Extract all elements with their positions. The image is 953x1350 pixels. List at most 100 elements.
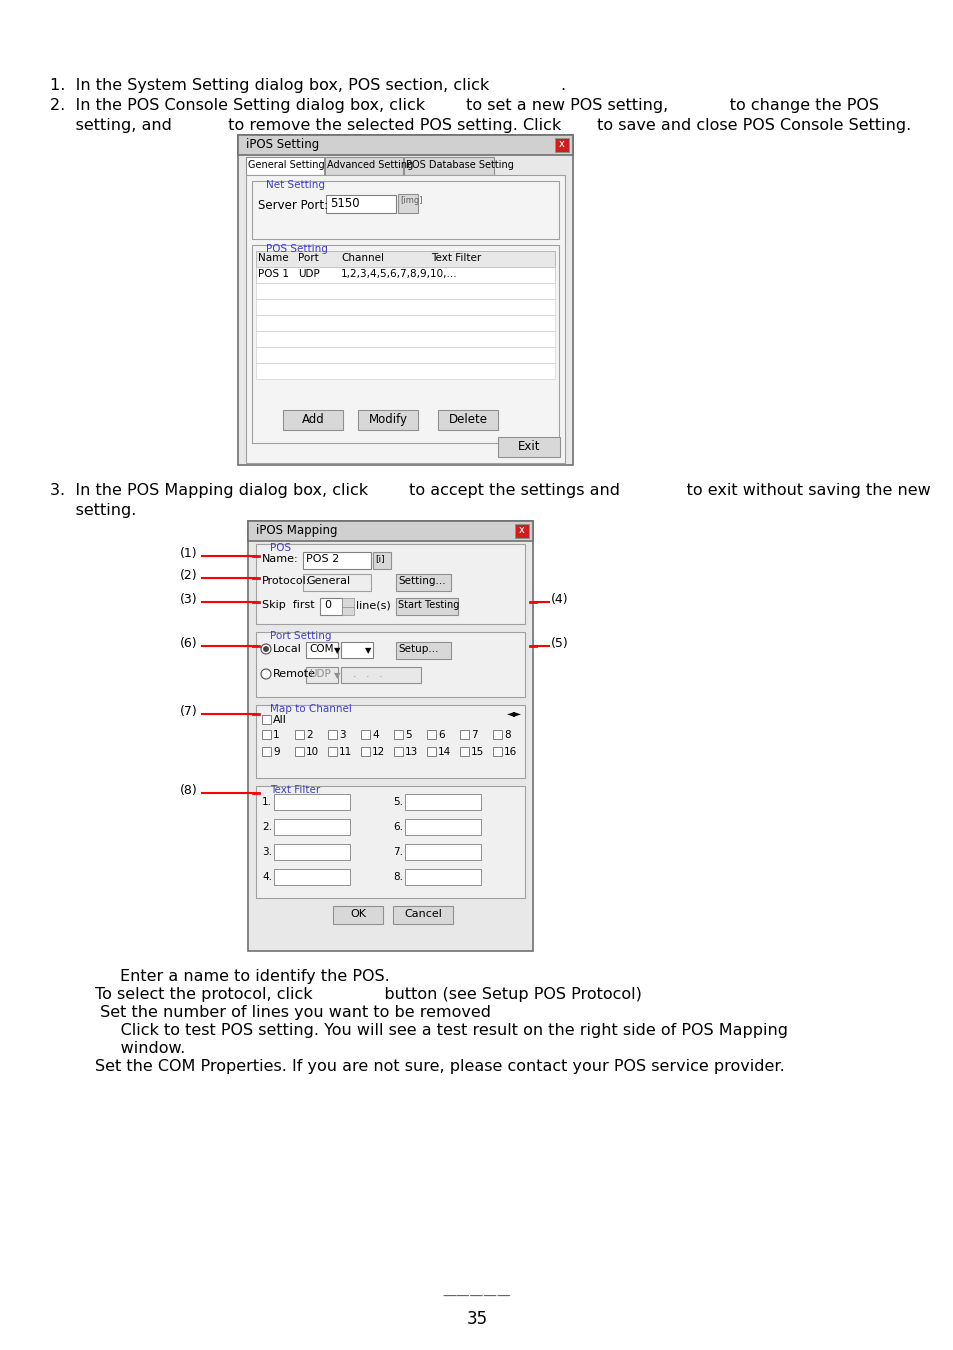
Bar	[373, 552, 391, 568]
Text: All: All	[273, 716, 287, 725]
Text: [img]: [img]	[399, 196, 422, 205]
Text: Map to Channel: Map to Channel	[270, 703, 352, 714]
Text: 8.: 8.	[393, 872, 402, 882]
Text: (7): (7)	[180, 705, 197, 718]
Text: COM: COM	[309, 644, 334, 653]
Text: 5150: 5150	[330, 197, 359, 211]
Text: (5): (5)	[551, 637, 568, 649]
Text: (6): (6)	[180, 637, 197, 649]
Text: 35: 35	[466, 1310, 487, 1328]
Text: Text Filter: Text Filter	[270, 784, 320, 795]
Bar	[395, 643, 451, 659]
Text: (2): (2)	[180, 568, 197, 582]
Bar	[237, 135, 573, 155]
Bar	[427, 747, 436, 756]
Bar	[255, 298, 555, 315]
Bar	[493, 747, 501, 756]
Bar	[403, 157, 494, 176]
Bar	[328, 730, 336, 738]
Bar	[255, 363, 555, 379]
Bar	[306, 667, 337, 683]
Bar	[325, 157, 402, 176]
Bar	[246, 176, 564, 463]
Bar	[255, 347, 555, 363]
Text: 1: 1	[273, 730, 279, 740]
Text: 2: 2	[306, 730, 313, 740]
Bar	[262, 747, 271, 756]
Bar	[357, 410, 417, 431]
Text: 5: 5	[405, 730, 411, 740]
Text: Text Filter: Text Filter	[431, 252, 480, 263]
Text: iPOS Setting: iPOS Setting	[246, 138, 319, 151]
Text: UDP: UDP	[297, 269, 319, 279]
Bar	[255, 267, 555, 284]
Bar	[255, 705, 524, 778]
Text: ▼: ▼	[365, 647, 371, 655]
Text: OK: OK	[350, 909, 366, 919]
Text: 13: 13	[405, 747, 417, 757]
Bar	[246, 157, 324, 176]
Bar	[274, 819, 350, 836]
Text: POS Database Setting: POS Database Setting	[406, 161, 514, 170]
Bar	[394, 747, 402, 756]
Bar	[303, 552, 371, 568]
Circle shape	[263, 647, 268, 652]
Bar	[255, 786, 524, 898]
Bar	[497, 437, 559, 458]
Bar	[427, 730, 436, 738]
Bar	[395, 598, 457, 616]
Bar	[237, 135, 573, 464]
Bar	[283, 410, 343, 431]
Bar	[326, 194, 395, 213]
Text: Setting...: Setting...	[397, 576, 445, 586]
Text: Server Port:: Server Port:	[257, 198, 328, 212]
Bar	[328, 747, 336, 756]
Text: 6: 6	[437, 730, 444, 740]
Text: 16: 16	[503, 747, 517, 757]
Text: 7: 7	[471, 730, 477, 740]
Bar	[248, 521, 533, 950]
Bar	[255, 284, 555, 298]
Text: 3.  In the POS Mapping dialog box, click        to accept the settings and      : 3. In the POS Mapping dialog box, click …	[50, 483, 930, 498]
Bar	[333, 906, 382, 923]
Bar	[459, 747, 469, 756]
Bar	[405, 869, 480, 886]
Text: POS 2: POS 2	[306, 554, 339, 564]
Bar	[303, 574, 371, 591]
Text: (4): (4)	[551, 593, 568, 606]
Bar	[405, 819, 480, 836]
Bar	[274, 844, 350, 860]
Text: Protocol:: Protocol:	[262, 576, 310, 586]
Text: 4.: 4.	[262, 872, 272, 882]
Text: 15: 15	[471, 747, 484, 757]
Text: Remote: Remote	[273, 670, 315, 679]
Text: Channel: Channel	[340, 252, 384, 263]
Bar	[555, 138, 568, 153]
Text: 14: 14	[437, 747, 451, 757]
Bar	[255, 315, 555, 331]
Bar	[255, 331, 555, 347]
Text: 11: 11	[338, 747, 352, 757]
Bar	[294, 747, 304, 756]
Text: Delete: Delete	[448, 413, 487, 427]
Text: —————: —————	[442, 1291, 511, 1304]
Bar	[294, 730, 304, 738]
Text: (1): (1)	[180, 547, 197, 560]
Text: Set the number of lines you want to be removed: Set the number of lines you want to be r…	[95, 1004, 491, 1021]
Text: (3): (3)	[180, 593, 197, 606]
Text: Name: Name	[257, 252, 289, 263]
Text: 0: 0	[324, 599, 331, 610]
Text: 1.  In the System Setting dialog box, POS section, click              .: 1. In the System Setting dialog box, POS…	[50, 78, 565, 93]
Text: 9: 9	[273, 747, 279, 757]
Text: 3: 3	[338, 730, 345, 740]
Text: (8): (8)	[180, 784, 197, 796]
Text: window.: window.	[95, 1041, 185, 1056]
Text: Exit: Exit	[517, 440, 539, 454]
Text: ▼: ▼	[334, 671, 340, 680]
Text: 8: 8	[503, 730, 510, 740]
Text: 7.: 7.	[393, 846, 402, 857]
Bar	[394, 730, 402, 738]
Text: line(s): line(s)	[355, 599, 391, 610]
Text: 12: 12	[372, 747, 385, 757]
Text: setting.: setting.	[50, 504, 136, 518]
